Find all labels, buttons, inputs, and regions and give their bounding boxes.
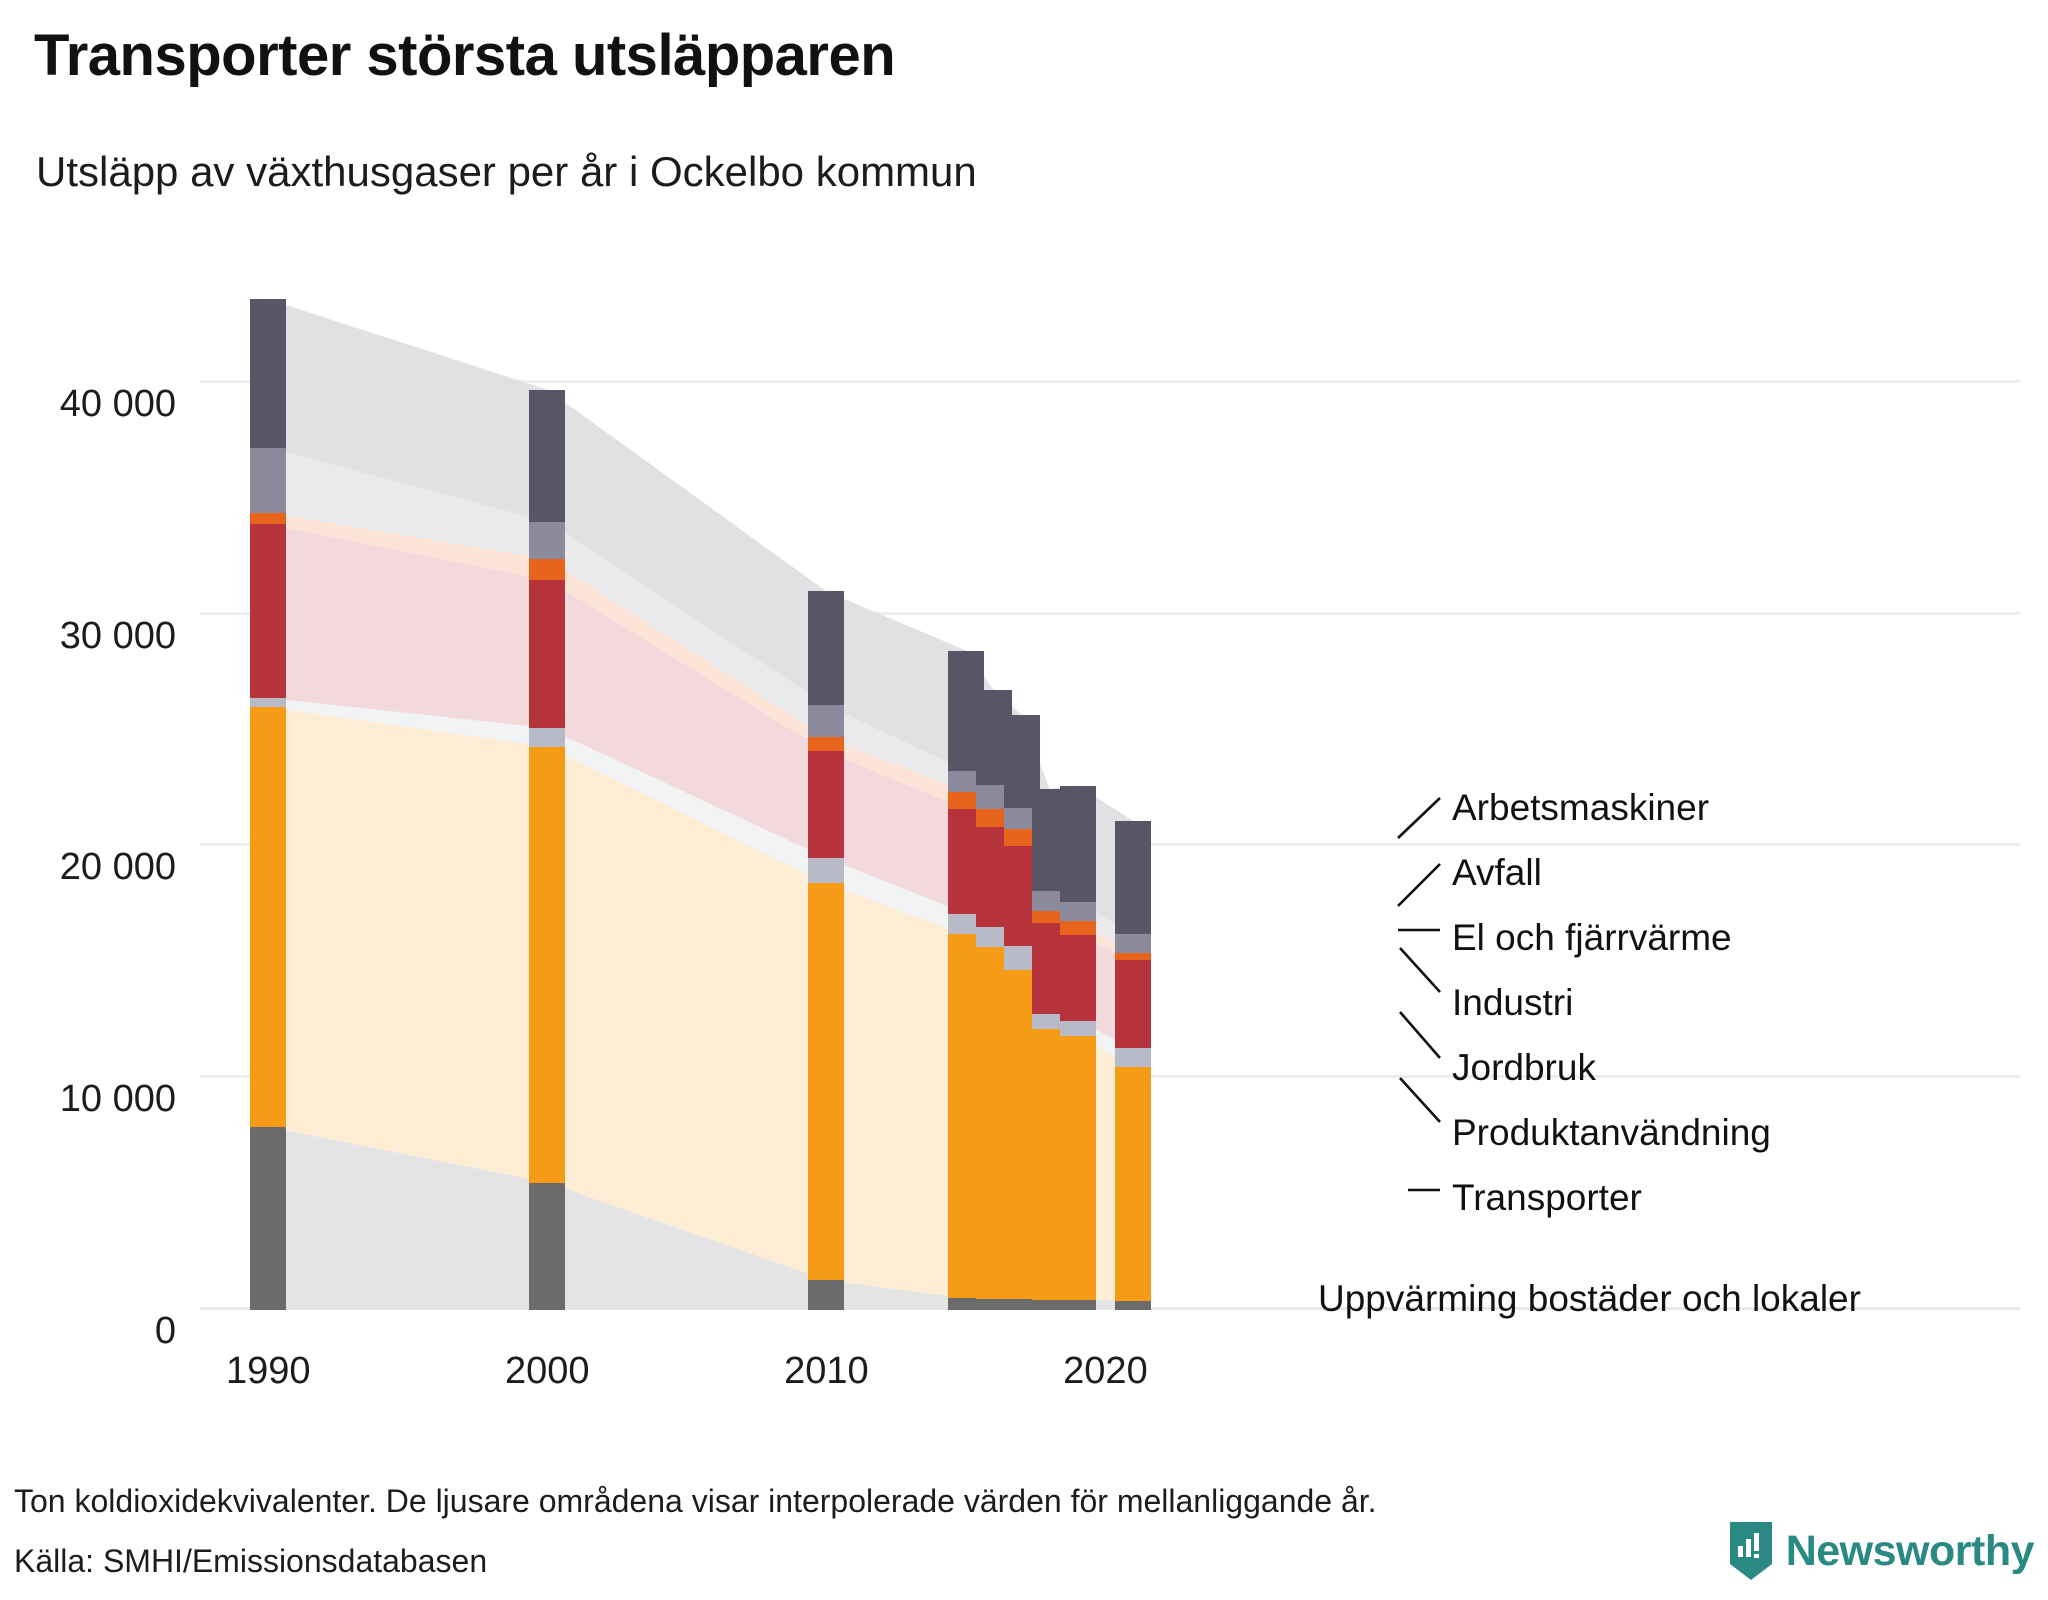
bar-2021[interactable] (1115, 820, 1152, 1310)
bar-segment[interactable] (529, 728, 566, 747)
bar-segment[interactable] (947, 1298, 984, 1310)
bar-segment[interactable] (529, 579, 566, 729)
band-0 (268, 1126, 1134, 1310)
brand-name: Newsworthy (1785, 1526, 2035, 1575)
legend-label-transporter[interactable]: Transporter (1452, 1177, 1642, 1218)
bar-segment[interactable] (250, 707, 287, 1127)
legend-label-el-och-fjarrvarme[interactable]: El och fjärrvärme (1452, 917, 1732, 958)
bar-segment[interactable] (1115, 1048, 1152, 1067)
bar-segment[interactable] (947, 791, 984, 810)
interpolated-bands (268, 299, 1134, 1310)
bar-segment[interactable] (975, 1298, 1012, 1310)
bar-segment[interactable] (1115, 820, 1152, 935)
bar-segment[interactable] (808, 737, 845, 752)
band-1 (268, 707, 1134, 1301)
x-axis-tick-2010: 2010 (784, 1350, 869, 1392)
legend-label-arbetsmaskiner[interactable]: Arbetsmaskiner (1452, 787, 1710, 828)
bar-2010[interactable] (808, 591, 845, 1310)
band-6 (268, 299, 1134, 935)
bar-segment[interactable] (808, 857, 845, 884)
chart-plot-area: 0 10 000 20 000 30 000 40 000 1990 2000 2010 202… (60, 290, 2020, 1392)
bar-segment[interactable] (1059, 1036, 1096, 1301)
band-5 (268, 447, 1134, 953)
bar-segment[interactable] (529, 389, 566, 522)
page-subtitle: Utsläpp av växthusgaser per år i Ockelbo… (36, 148, 977, 195)
brand-logo: Newsworthy (1728, 1520, 2035, 1582)
bar-segment[interactable] (250, 524, 287, 698)
bar-segment[interactable] (1031, 910, 1068, 924)
bar-segment[interactable] (808, 704, 845, 738)
x-axis-tick-1990: 1990 (225, 1350, 311, 1392)
bar-segment[interactable] (1059, 921, 1096, 936)
bar-segment[interactable] (1059, 935, 1096, 1021)
bar-segment[interactable] (1059, 785, 1096, 902)
legend-label-produktanvandning[interactable]: Produktanvändning (1452, 1112, 1771, 1153)
bar-segment[interactable] (250, 512, 287, 525)
bar-segment[interactable] (947, 913, 984, 935)
newsworthy-mark-icon (1729, 1522, 1772, 1580)
bar-segment[interactable] (808, 883, 845, 1280)
bar-segment[interactable] (250, 1126, 287, 1310)
gridline-40000 (200, 379, 2020, 383)
bar-segment[interactable] (1003, 828, 1040, 846)
bar-segment[interactable] (529, 558, 566, 580)
chart-source: Källa: SMHI/Emissionsdatabasen (14, 1543, 488, 1579)
band-3 (268, 524, 1134, 1049)
x-axis-tick-2020: 2020 (1063, 1350, 1148, 1392)
bar-segment[interactable] (808, 591, 845, 705)
legend-label-avfall[interactable]: Avfall (1452, 852, 1542, 893)
bar-2000[interactable] (529, 389, 566, 1310)
bar-1990[interactable] (250, 299, 287, 1310)
bar-segment[interactable] (1115, 1300, 1152, 1310)
bar-segment[interactable] (1031, 1013, 1068, 1029)
bar-segment[interactable] (1115, 953, 1152, 960)
bar-segment[interactable] (808, 1279, 845, 1310)
bar-segment[interactable] (529, 746, 566, 1183)
bar-segment[interactable] (1115, 934, 1152, 953)
bar-segment[interactable] (250, 447, 287, 513)
bar-segment[interactable] (808, 751, 845, 858)
bar-segment[interactable] (529, 1182, 566, 1310)
legend-label-uppvarming[interactable]: Uppvärming bostäder och lokaler (1318, 1278, 1861, 1319)
bar-segment[interactable] (975, 785, 1012, 809)
bar-segment[interactable] (1059, 1020, 1096, 1036)
bar-segment[interactable] (1115, 959, 1152, 1049)
bar-segment[interactable] (975, 808, 1012, 828)
bar-segment[interactable] (1003, 807, 1040, 829)
legend-label-industri[interactable]: Industri (1452, 982, 1574, 1023)
chart-note: Ton koldioxidekvivalenter. De ljusare om… (14, 1483, 1377, 1519)
bar-segment[interactable] (975, 926, 1012, 947)
legend-label-jordbruk[interactable]: Jordbruk (1452, 1047, 1596, 1088)
bar-segment[interactable] (1059, 1300, 1096, 1310)
bar-segment[interactable] (1059, 901, 1096, 922)
bar-segment[interactable] (1003, 1299, 1040, 1310)
bar-segment[interactable] (1031, 890, 1068, 911)
gridline-30000 (200, 611, 2020, 615)
bar-segment[interactable] (250, 698, 287, 708)
bar-segment[interactable] (250, 299, 287, 448)
x-axis-tick-2000: 2000 (505, 1350, 590, 1392)
bar-segment[interactable] (529, 521, 566, 559)
bar-segment[interactable] (1115, 1066, 1152, 1301)
bar-2019[interactable] (1059, 785, 1096, 1310)
bar-segment[interactable] (1031, 1300, 1068, 1310)
page-title: Transporter största utsläpparen (34, 23, 896, 88)
bar-segment[interactable] (947, 771, 984, 792)
